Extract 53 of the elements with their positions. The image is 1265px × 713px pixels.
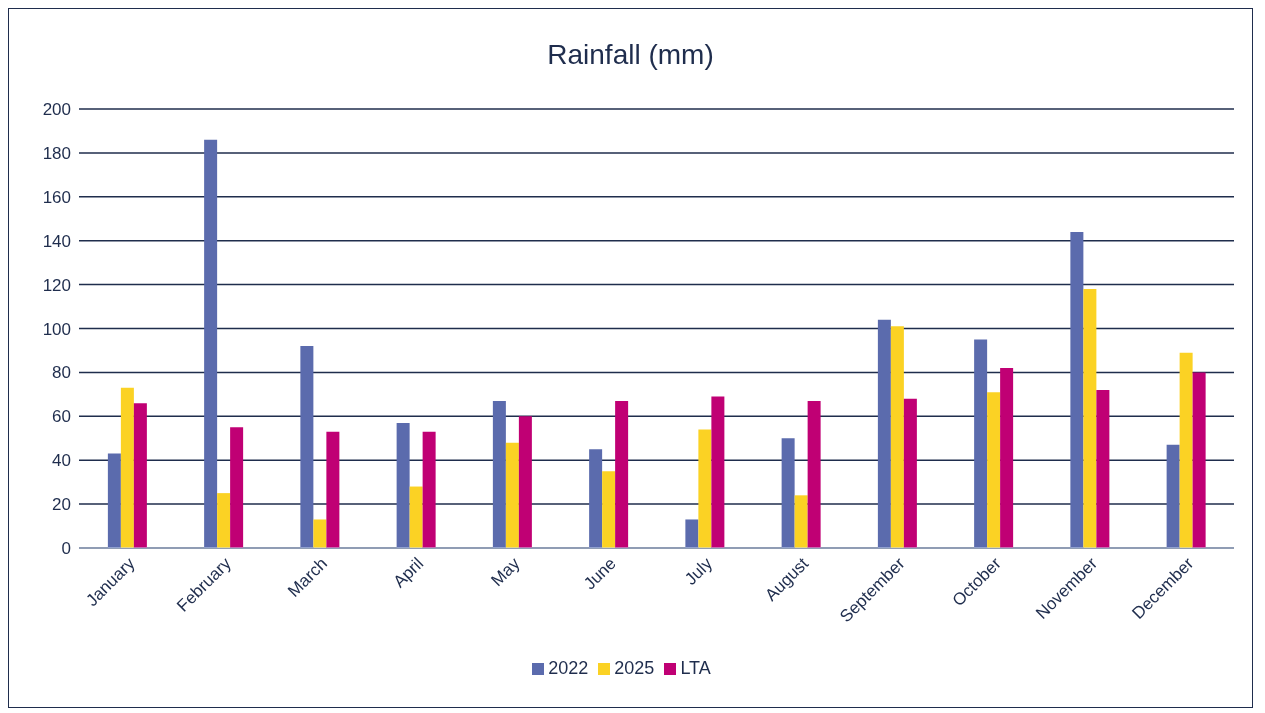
bar — [1070, 231, 1084, 548]
bar — [107, 453, 121, 548]
y-tick-label: 200 — [42, 100, 71, 120]
legend-label: LTA — [680, 658, 711, 678]
bar — [711, 396, 725, 548]
bar — [204, 139, 218, 548]
y-tick-label: 0 — [61, 539, 71, 559]
bar — [300, 346, 314, 548]
bar — [1166, 444, 1180, 548]
bar — [589, 449, 603, 548]
x-tick-label: July — [681, 553, 717, 589]
bar — [781, 438, 795, 548]
bar — [217, 493, 231, 548]
bar — [492, 400, 506, 548]
bar — [615, 400, 629, 548]
bar — [505, 442, 519, 548]
bar — [1096, 389, 1110, 548]
y-tick-label: 60 — [52, 407, 71, 427]
bar — [602, 471, 616, 548]
y-tick-label: 20 — [52, 495, 71, 515]
bar — [890, 326, 904, 548]
y-tick-label: 160 — [42, 187, 71, 207]
bar — [326, 431, 340, 548]
y-tick-label: 100 — [42, 319, 71, 339]
bar — [987, 392, 1001, 548]
bar — [422, 431, 436, 548]
bar — [698, 429, 712, 548]
legend-label: 2025 — [614, 658, 655, 678]
y-tick-label: 40 — [52, 451, 71, 471]
y-tick-label: 140 — [42, 231, 71, 251]
bar — [685, 519, 699, 548]
bar — [974, 339, 988, 548]
bar — [877, 319, 891, 548]
bar — [313, 519, 327, 548]
y-tick-label: 180 — [42, 143, 71, 163]
x-tick-label: May — [487, 553, 524, 591]
y-tick-label: 120 — [42, 275, 71, 295]
bar — [1083, 288, 1097, 548]
bar — [807, 400, 821, 548]
bar — [133, 403, 147, 548]
y-tick-label: 80 — [52, 363, 71, 383]
bar — [794, 495, 808, 548]
bar — [903, 398, 917, 548]
bar — [1192, 372, 1206, 548]
bar — [518, 416, 532, 548]
bar — [396, 422, 410, 548]
bar — [230, 427, 244, 548]
legend-label: 2022 — [548, 658, 589, 678]
bar — [1000, 368, 1014, 548]
bar — [120, 387, 134, 548]
bar — [409, 486, 423, 548]
chart-title: Rainfall (mm) — [546, 38, 715, 72]
bar — [1179, 352, 1193, 548]
